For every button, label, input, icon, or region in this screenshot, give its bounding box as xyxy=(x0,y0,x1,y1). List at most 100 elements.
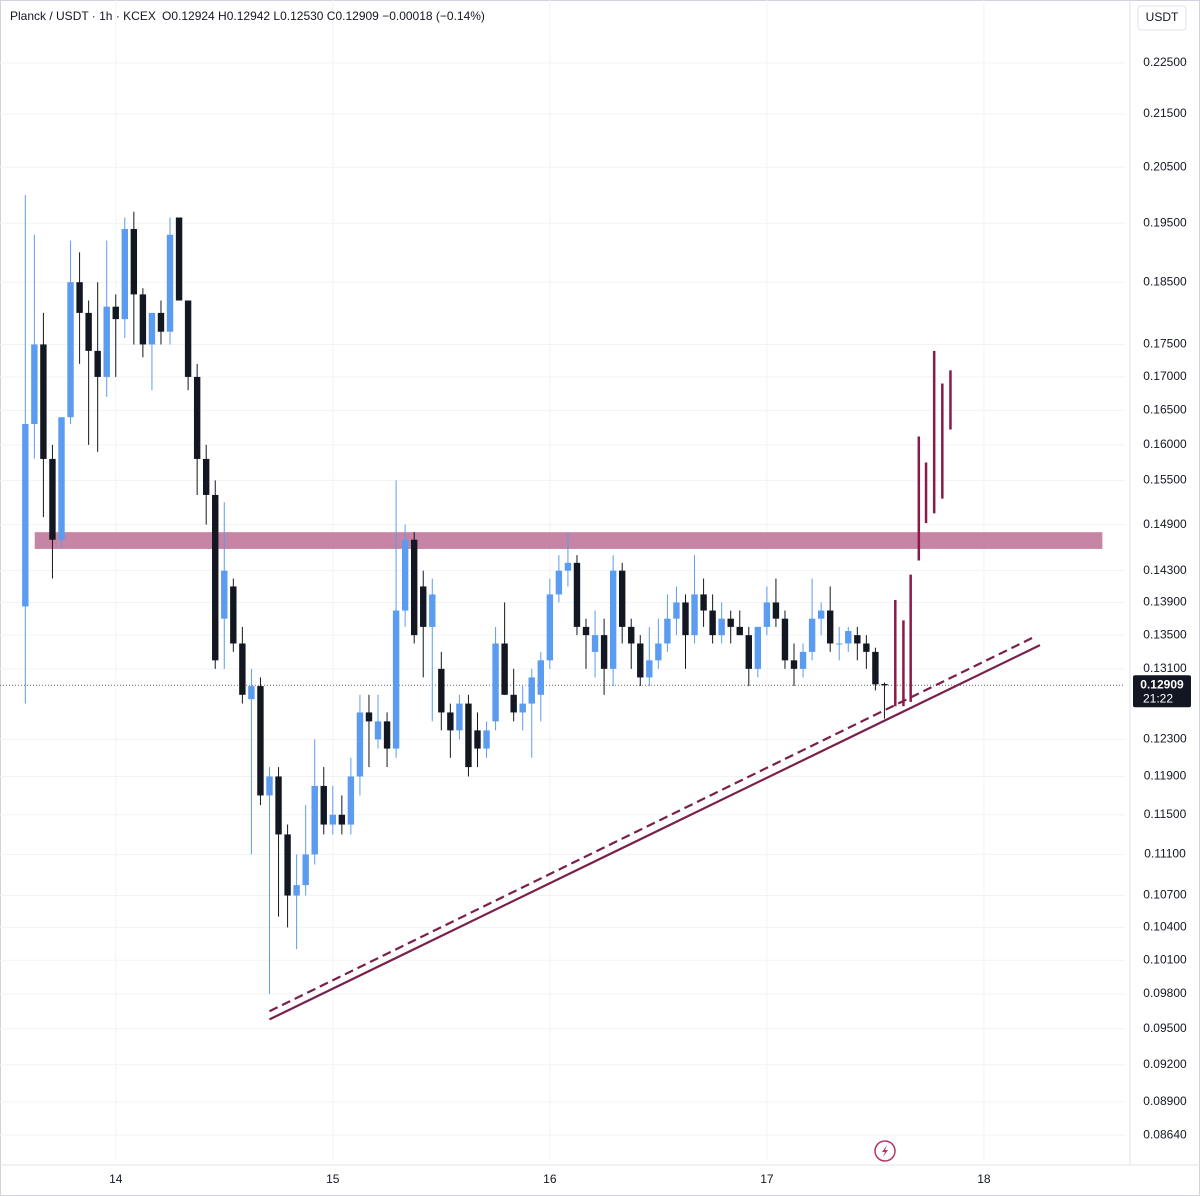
candle-body xyxy=(609,570,617,669)
y-tick-label: 0.18500 xyxy=(1143,274,1187,288)
candle-body xyxy=(845,631,852,644)
candle-body xyxy=(166,234,174,332)
candle-body xyxy=(817,610,825,619)
y-tick-label: 0.08900 xyxy=(1143,1094,1187,1108)
candle-body xyxy=(555,570,563,595)
candle-body xyxy=(193,376,201,459)
candle-body xyxy=(474,730,481,749)
candle-body xyxy=(85,312,92,351)
candle-body xyxy=(184,300,192,377)
candle-body xyxy=(58,417,65,540)
candle-body xyxy=(826,610,834,644)
last-price-box xyxy=(1133,675,1191,708)
y-tick-label: 0.11100 xyxy=(1144,847,1186,861)
candle-body xyxy=(40,344,47,459)
candle-body xyxy=(736,626,743,636)
candle-body xyxy=(637,643,644,678)
candle-body xyxy=(872,651,879,685)
candle-body xyxy=(221,570,228,619)
candle-body xyxy=(293,885,300,896)
candle-body xyxy=(447,712,454,731)
support-trendline xyxy=(269,644,1041,1021)
y-tick-label: 0.11900 xyxy=(1144,769,1187,783)
candle-body xyxy=(799,651,807,669)
candle-body xyxy=(682,602,689,636)
candle-body xyxy=(338,814,346,825)
x-tick-label: 16 xyxy=(543,1172,557,1186)
plot xyxy=(0,0,1125,1160)
candle-body xyxy=(121,228,128,320)
candle-body xyxy=(94,350,101,377)
candle-body xyxy=(673,602,680,619)
dashed-trendline xyxy=(269,635,1036,1013)
candle-body xyxy=(275,776,282,835)
y-tick-label: 0.13500 xyxy=(1143,627,1187,641)
currency-label[interactable]: USDT xyxy=(1146,10,1179,24)
y-tick-label: 0.14900 xyxy=(1143,517,1187,531)
candle-body xyxy=(392,610,400,749)
candle-body xyxy=(239,643,246,695)
y-tick-label: 0.10400 xyxy=(1143,920,1187,934)
last-price-label: 0.12909 xyxy=(1140,677,1184,691)
y-tick-label: 0.10700 xyxy=(1143,888,1187,902)
ohlc-values: O0.12924 H0.12942 L0.12530 C0.12909 −0.0… xyxy=(162,9,485,23)
candle-body xyxy=(311,785,318,855)
candle-body xyxy=(139,294,147,345)
candle-body xyxy=(302,854,309,886)
y-tick-label: 0.11500 xyxy=(1144,807,1187,821)
candle-body xyxy=(103,306,110,377)
y-tick-label: 0.22500 xyxy=(1143,55,1187,69)
x-tick-label: 15 xyxy=(326,1172,340,1186)
candle-body xyxy=(383,721,391,749)
candle-body xyxy=(483,730,490,749)
candle-body xyxy=(456,703,463,731)
y-tick-label: 0.10100 xyxy=(1143,952,1187,966)
candle-body xyxy=(76,282,83,313)
candle-body xyxy=(31,344,38,425)
candle-body xyxy=(510,694,517,713)
candle-body xyxy=(836,643,843,645)
candle-body xyxy=(863,643,870,652)
candle-body xyxy=(718,618,725,636)
candle-body xyxy=(573,562,581,627)
currency-button[interactable] xyxy=(1137,5,1187,31)
candle-body xyxy=(356,712,364,777)
candle-body xyxy=(202,458,210,495)
resistance-zone xyxy=(34,532,1103,549)
candle-body xyxy=(22,424,29,607)
y-tick-label: 0.12300 xyxy=(1143,732,1187,746)
y-tick-label: 0.13900 xyxy=(1143,595,1187,609)
candle-body xyxy=(528,677,535,704)
candle-body xyxy=(745,635,752,669)
candle-body xyxy=(320,785,327,825)
y-tick-label: 0.17500 xyxy=(1143,337,1187,351)
candle-body xyxy=(130,228,138,295)
candle-body xyxy=(519,703,526,713)
candle-body xyxy=(700,594,707,611)
y-tick-label: 0.19500 xyxy=(1143,215,1187,229)
candle-body xyxy=(763,602,771,627)
candle-body xyxy=(257,686,264,796)
candle-body xyxy=(772,602,780,619)
candle-body xyxy=(112,306,119,320)
y-tick-label: 0.16500 xyxy=(1143,403,1187,417)
y-tick-label: 0.09500 xyxy=(1143,1021,1187,1035)
candle-body xyxy=(618,570,626,627)
candle-body xyxy=(646,660,653,678)
candle-body xyxy=(754,626,762,669)
y-tick-label: 0.09800 xyxy=(1143,986,1187,1000)
x-tick-label: 18 xyxy=(977,1172,991,1186)
candle-body xyxy=(148,312,156,345)
y-tick-label: 0.16000 xyxy=(1143,437,1187,451)
candle-body xyxy=(67,282,74,418)
candle-body xyxy=(157,312,165,332)
lightning-icon[interactable] xyxy=(874,1140,896,1162)
y-tick-label: 0.21500 xyxy=(1143,106,1187,120)
candle-body xyxy=(600,635,608,669)
candle-body xyxy=(727,618,734,627)
candle-body xyxy=(175,217,183,301)
candle-body xyxy=(582,626,590,636)
x-tick-label: 14 xyxy=(109,1172,123,1186)
